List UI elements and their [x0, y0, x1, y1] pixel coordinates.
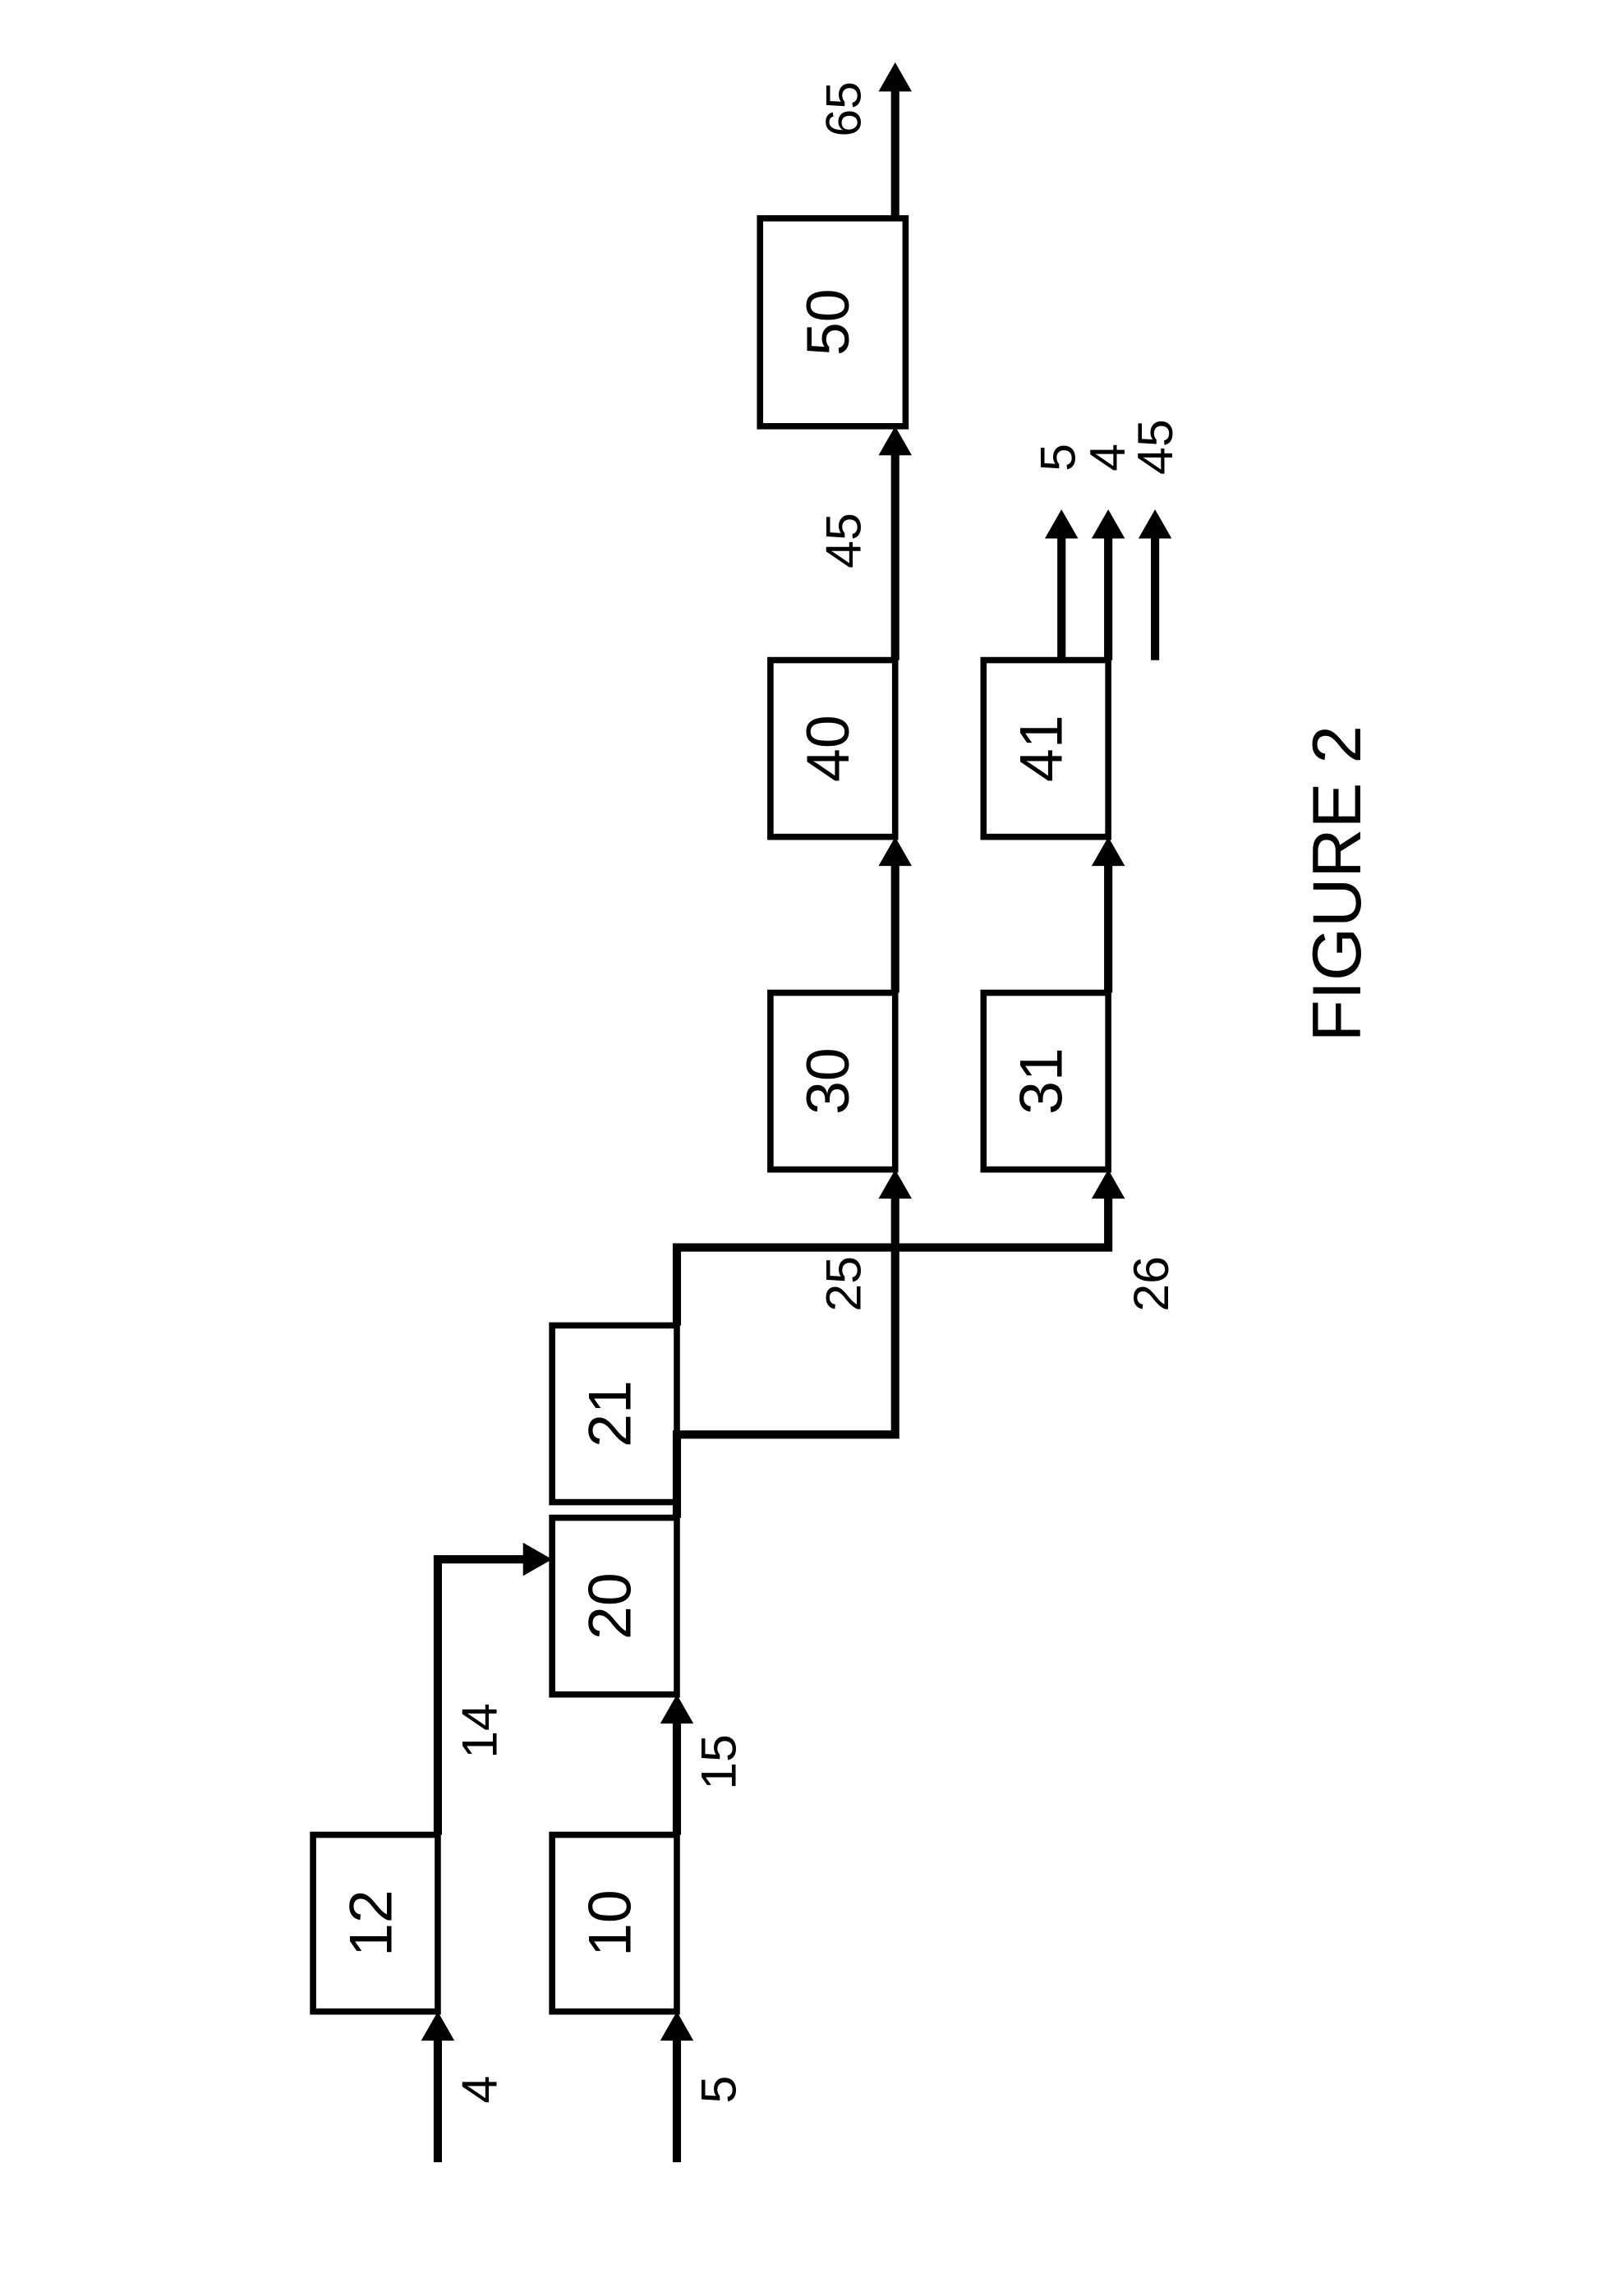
arrowhead-a20_30	[878, 1170, 911, 1199]
arrowhead-a_in5	[660, 2012, 693, 2041]
arrow-a20_30	[677, 1187, 895, 1518]
arrowhead-a12_21	[523, 1543, 552, 1576]
arrow-label-a_in4: 4	[452, 2076, 508, 2104]
block-label-50: 50	[794, 288, 862, 356]
arrowhead-a50_65	[878, 62, 911, 91]
block-label-40: 40	[794, 715, 862, 782]
arrow-label-a40_50: 45	[816, 513, 872, 568]
block-label-41: 41	[1008, 715, 1075, 782]
block-label-21: 21	[576, 1380, 643, 1447]
arrowhead-a_in4	[421, 2012, 454, 2041]
arrowhead-a30_40	[878, 837, 911, 866]
arrowhead-a41_o2	[1092, 509, 1125, 538]
arrow-label-a12_21: 14	[452, 1703, 508, 1759]
block-label-10: 10	[576, 1889, 643, 1957]
arrowhead-a41_o1	[1045, 509, 1078, 538]
arrowhead-a41_o3	[1139, 509, 1171, 538]
arrowhead-a21_31	[1092, 1170, 1125, 1199]
block-label-30: 30	[794, 1047, 862, 1115]
arrowhead-a40_50	[878, 426, 911, 455]
arrow-a12_21	[438, 1559, 535, 1834]
arrow-label-a20_30: 25	[816, 1256, 872, 1312]
arrow-label-a50_65: 65	[816, 81, 872, 137]
arrow-label-a_in5: 5	[691, 2076, 747, 2104]
figure-title: FIGURE 2	[1298, 725, 1375, 1042]
block-label-12: 12	[337, 1889, 404, 1957]
block-label-31: 31	[1008, 1047, 1075, 1115]
arrow-label-a10_20: 15	[691, 1734, 747, 1790]
block-label-20: 20	[576, 1572, 643, 1640]
arrow-label-a21_31: 26	[1123, 1256, 1179, 1312]
arrowhead-a31_41	[1092, 837, 1125, 866]
arrowhead-a10_20	[660, 1695, 693, 1723]
diagram-root: 101220213031404150541525261445655445FIGU…	[313, 62, 1375, 2162]
arrow-label-a41_o1: 5	[1029, 444, 1085, 472]
arrow-label-a41_o3: 45	[1127, 419, 1183, 475]
